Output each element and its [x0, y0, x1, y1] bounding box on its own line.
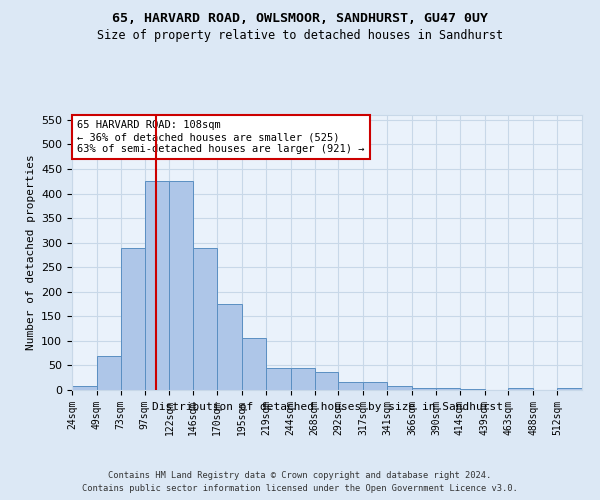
Text: 65, HARVARD ROAD, OWLSMOOR, SANDHURST, GU47 0UY: 65, HARVARD ROAD, OWLSMOOR, SANDHURST, G… [112, 12, 488, 26]
Bar [557, 388, 582, 390]
Text: Contains public sector information licensed under the Open Government Licence v3: Contains public sector information licen… [82, 484, 518, 493]
Bar [460, 389, 485, 390]
Bar [291, 368, 314, 390]
Bar [412, 388, 436, 390]
Bar [266, 368, 291, 390]
Bar [436, 388, 460, 390]
Text: Distribution of detached houses by size in Sandhurst: Distribution of detached houses by size … [151, 402, 503, 412]
Bar [387, 386, 412, 390]
Text: Contains HM Land Registry data © Crown copyright and database right 2024.: Contains HM Land Registry data © Crown c… [109, 471, 491, 480]
Text: Size of property relative to detached houses in Sandhurst: Size of property relative to detached ho… [97, 29, 503, 42]
Bar [193, 248, 217, 390]
Bar [508, 388, 533, 390]
Bar [217, 304, 242, 390]
Text: 65 HARVARD ROAD: 108sqm
← 36% of detached houses are smaller (525)
63% of semi-d: 65 HARVARD ROAD: 108sqm ← 36% of detache… [77, 120, 365, 154]
Bar [338, 382, 363, 390]
Bar [363, 382, 387, 390]
Bar [145, 182, 169, 390]
Bar [121, 248, 145, 390]
Bar [242, 338, 266, 390]
Bar [72, 386, 97, 390]
Y-axis label: Number of detached properties: Number of detached properties [26, 154, 35, 350]
Bar [169, 182, 193, 390]
Bar [314, 372, 338, 390]
Bar [97, 356, 121, 390]
